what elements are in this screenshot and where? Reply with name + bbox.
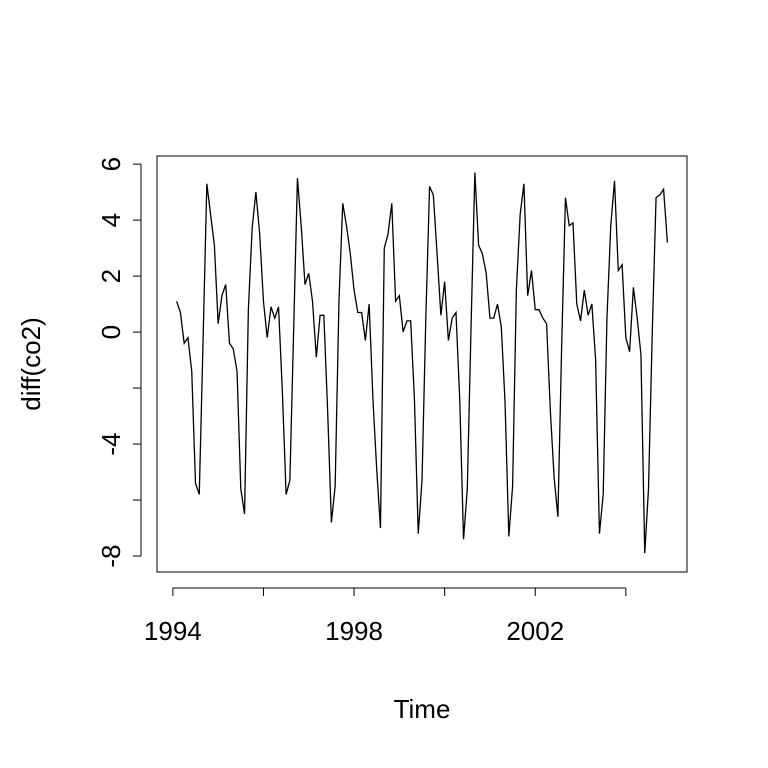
data-line xyxy=(175,172,669,554)
y-tick-label: 6 xyxy=(96,157,126,171)
x-tick-label: 2002 xyxy=(506,616,564,646)
plot-box xyxy=(156,155,688,573)
y-tick-label: 4 xyxy=(96,213,126,227)
y-tick-label: 2 xyxy=(96,269,126,283)
x-axis-label: Time xyxy=(394,694,451,724)
x-tick-label: 1998 xyxy=(325,616,383,646)
x-tick-label: 1994 xyxy=(144,616,202,646)
y-axis-label: diff(co2) xyxy=(16,317,46,410)
y-tick-label: -4 xyxy=(96,433,126,456)
y-tick-label: 0 xyxy=(96,325,126,339)
y-tick-label: -8 xyxy=(96,544,126,567)
